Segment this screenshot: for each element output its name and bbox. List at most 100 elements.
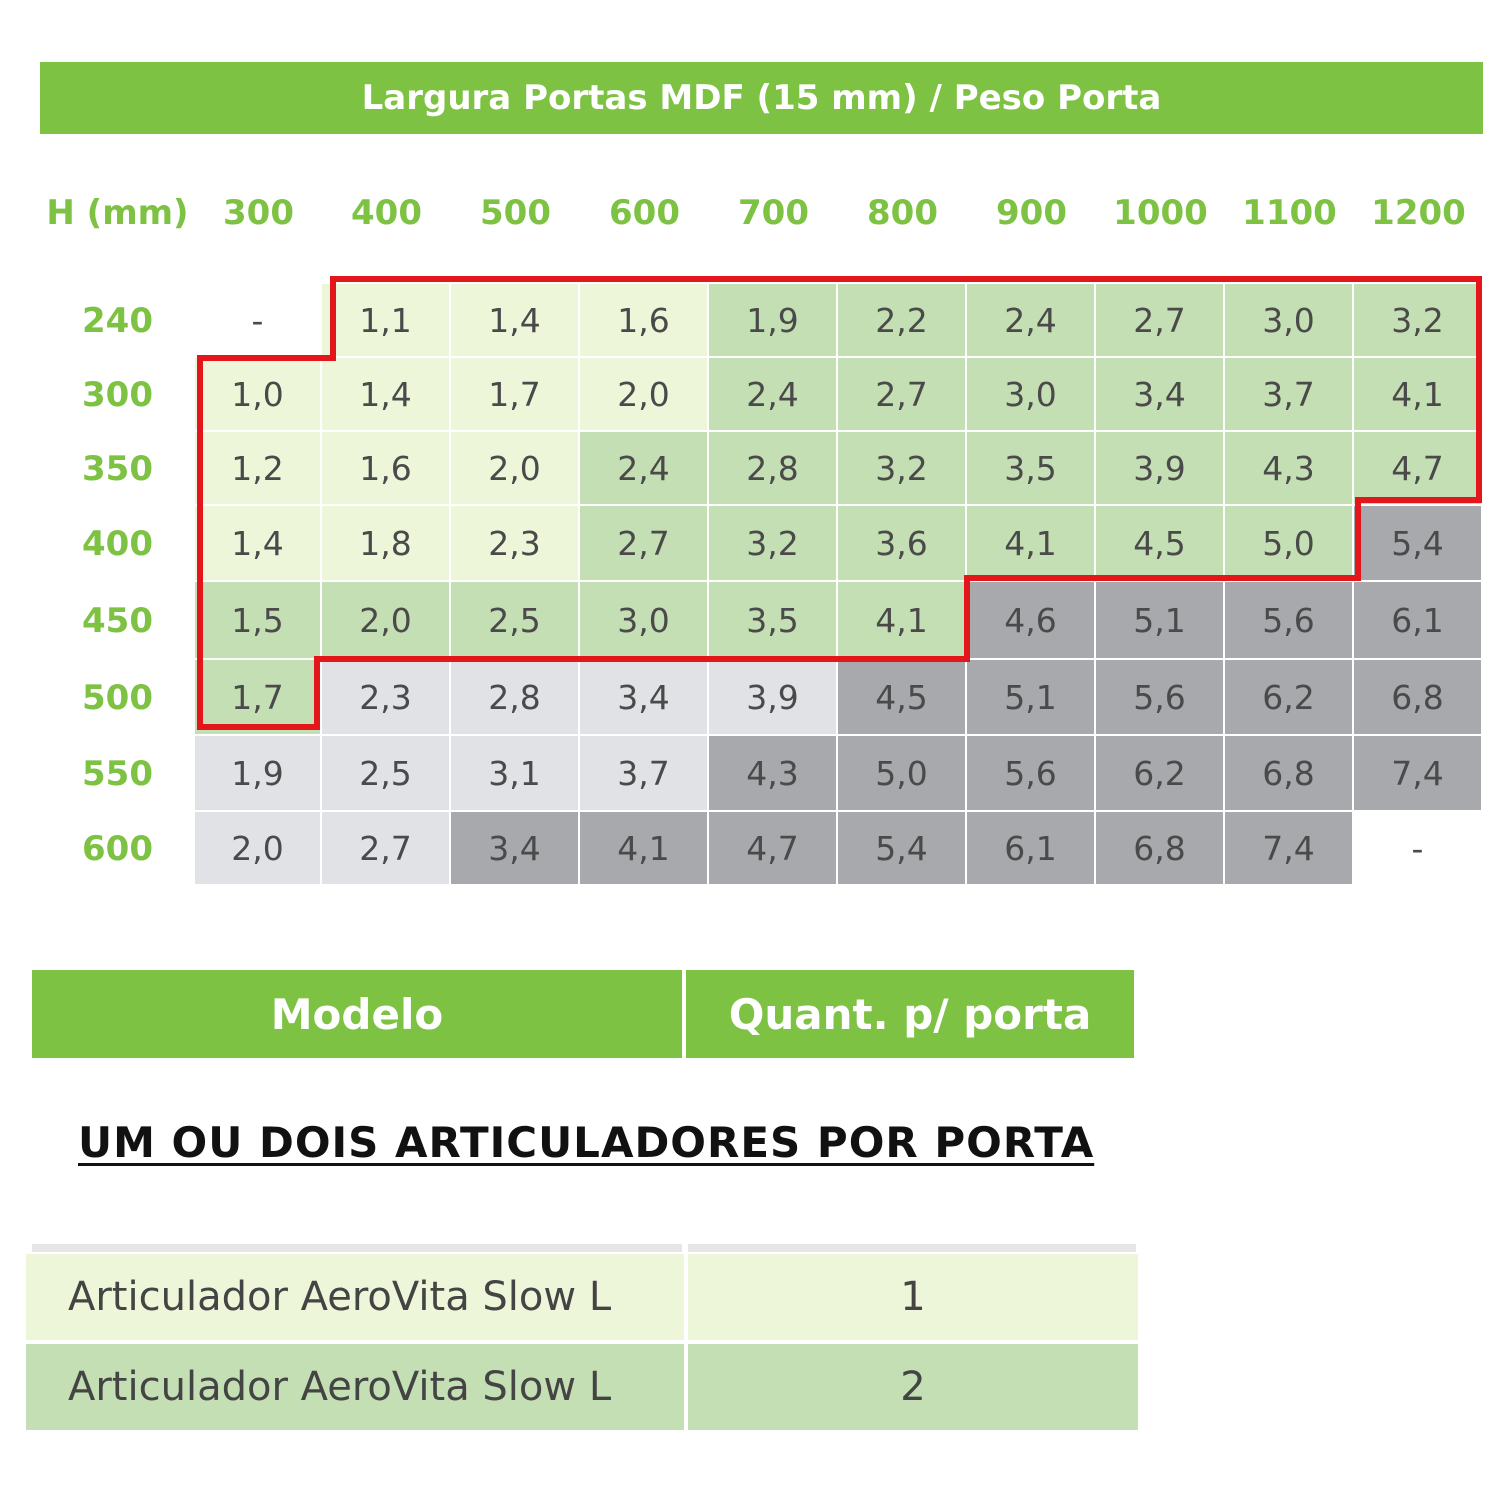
weight-cell: 3,4 bbox=[1096, 358, 1223, 430]
width-header-1100: 1100 bbox=[1242, 193, 1337, 233]
weight-cell: 2,0 bbox=[580, 358, 707, 430]
weight-cell: 1,7 bbox=[451, 358, 578, 430]
width-header-300: 300 bbox=[223, 193, 294, 233]
weight-cell: 3,1 bbox=[451, 736, 578, 810]
width-header-600: 600 bbox=[609, 193, 680, 233]
models-separator bbox=[688, 1244, 1136, 1252]
width-header-900: 900 bbox=[996, 193, 1067, 233]
width-header-400: 400 bbox=[351, 193, 422, 233]
models-header-model: Modelo bbox=[32, 970, 682, 1058]
weight-cell: 1,9 bbox=[195, 736, 320, 810]
weight-cell: 5,0 bbox=[838, 736, 965, 810]
weight-cell: 3,2 bbox=[1354, 284, 1481, 356]
weight-cell: 1,9 bbox=[709, 284, 836, 356]
weight-cell: 5,4 bbox=[1354, 506, 1481, 580]
models-header-quantity: Quant. p/ porta bbox=[686, 970, 1134, 1058]
height-header-400: 400 bbox=[82, 524, 153, 564]
weight-cell: 1,1 bbox=[322, 284, 449, 356]
weight-cell: 4,5 bbox=[838, 660, 965, 734]
weight-cell: - bbox=[1411, 828, 1424, 868]
weight-cell: 2,2 bbox=[838, 284, 965, 356]
weight-cell: 4,1 bbox=[580, 812, 707, 884]
weight-cell: 1,7 bbox=[195, 660, 320, 734]
weight-cell: 5,1 bbox=[1096, 582, 1223, 658]
width-header-500: 500 bbox=[480, 193, 551, 233]
weight-cell: 3,9 bbox=[1096, 432, 1223, 504]
weight-cell: 7,4 bbox=[1354, 736, 1481, 810]
width-header-800: 800 bbox=[867, 193, 938, 233]
weight-cell: 1,4 bbox=[195, 506, 320, 580]
model-row-2-quantity: 2 bbox=[688, 1344, 1138, 1430]
weight-cell: 2,0 bbox=[451, 432, 578, 504]
weight-cell: 3,4 bbox=[451, 812, 578, 884]
weight-cell: 2,8 bbox=[709, 432, 836, 504]
model-row-1-name: Articulador AeroVita Slow L bbox=[26, 1254, 684, 1340]
weight-cell: 3,7 bbox=[1225, 358, 1352, 430]
weight-cell: 6,8 bbox=[1096, 812, 1223, 884]
weight-cell: 1,0 bbox=[195, 358, 320, 430]
weight-cell: 2,5 bbox=[322, 736, 449, 810]
weight-cell: 2,4 bbox=[709, 358, 836, 430]
height-header-600: 600 bbox=[82, 829, 153, 869]
weight-cell: 2,3 bbox=[322, 660, 449, 734]
weight-cell: 3,5 bbox=[709, 582, 836, 658]
weight-cell: 4,1 bbox=[838, 582, 965, 658]
model-row-2-name: Articulador AeroVita Slow L bbox=[26, 1344, 684, 1430]
weight-cell: 1,6 bbox=[580, 284, 707, 356]
weight-cell: 6,2 bbox=[1225, 660, 1352, 734]
weight-cell: 3,7 bbox=[580, 736, 707, 810]
weight-cell: 4,3 bbox=[1225, 432, 1352, 504]
weight-cell: 4,5 bbox=[1096, 506, 1223, 580]
weight-cell: 4,6 bbox=[967, 582, 1094, 658]
weight-cell: 2,8 bbox=[451, 660, 578, 734]
weight-cell: 3,6 bbox=[838, 506, 965, 580]
weight-cell: 2,7 bbox=[580, 506, 707, 580]
weight-cell: 4,7 bbox=[1354, 432, 1481, 504]
weight-cell: 6,8 bbox=[1225, 736, 1352, 810]
weight-cell: 1,5 bbox=[195, 582, 320, 658]
weight-cell: 2,0 bbox=[322, 582, 449, 658]
models-note: UM OU DOIS ARTICULADORES POR PORTA bbox=[78, 1118, 1095, 1167]
weight-cell: 4,1 bbox=[1354, 358, 1481, 430]
weight-cell: 1,4 bbox=[451, 284, 578, 356]
weight-cell: 1,2 bbox=[195, 432, 320, 504]
weight-cell: 3,4 bbox=[580, 660, 707, 734]
model-row-1-quantity: 1 bbox=[688, 1254, 1138, 1340]
width-header-1000: 1000 bbox=[1113, 193, 1208, 233]
weight-cell: 5,6 bbox=[1096, 660, 1223, 734]
weight-cell: 3,2 bbox=[709, 506, 836, 580]
weight-cell: 3,0 bbox=[1225, 284, 1352, 356]
height-header-350: 350 bbox=[82, 449, 153, 489]
weight-cell: 4,1 bbox=[967, 506, 1094, 580]
weight-cell: 5,6 bbox=[1225, 582, 1352, 658]
weight-cell: 6,8 bbox=[1354, 660, 1481, 734]
weight-cell: 5,1 bbox=[967, 660, 1094, 734]
height-header-240: 240 bbox=[82, 301, 153, 341]
weight-cell: 2,7 bbox=[1096, 284, 1223, 356]
weight-cell: 3,0 bbox=[580, 582, 707, 658]
weight-cell: 6,1 bbox=[967, 812, 1094, 884]
weight-cell: 2,7 bbox=[322, 812, 449, 884]
weight-cell: 1,8 bbox=[322, 506, 449, 580]
models-separator bbox=[32, 1244, 682, 1252]
width-header-700: 700 bbox=[738, 193, 809, 233]
weight-cell: 3,2 bbox=[838, 432, 965, 504]
height-header-300: 300 bbox=[82, 375, 153, 415]
weight-cell: - bbox=[251, 300, 264, 340]
weight-cell: 4,3 bbox=[709, 736, 836, 810]
weight-cell: 5,0 bbox=[1225, 506, 1352, 580]
height-header-500: 500 bbox=[82, 678, 153, 718]
weight-cell: 6,1 bbox=[1354, 582, 1481, 658]
height-header-550: 550 bbox=[82, 754, 153, 794]
weight-cell: 5,6 bbox=[967, 736, 1094, 810]
height-header-450: 450 bbox=[82, 601, 153, 641]
weight-cell: 5,4 bbox=[838, 812, 965, 884]
weight-cell: 3,5 bbox=[967, 432, 1094, 504]
weight-cell: 2,3 bbox=[451, 506, 578, 580]
weight-cell: 2,0 bbox=[195, 812, 320, 884]
weight-cell: 7,4 bbox=[1225, 812, 1352, 884]
corner-label: H (mm) bbox=[46, 193, 189, 233]
width-header-1200: 1200 bbox=[1371, 193, 1466, 233]
weight-cell: 3,9 bbox=[709, 660, 836, 734]
weight-cell: 2,4 bbox=[580, 432, 707, 504]
